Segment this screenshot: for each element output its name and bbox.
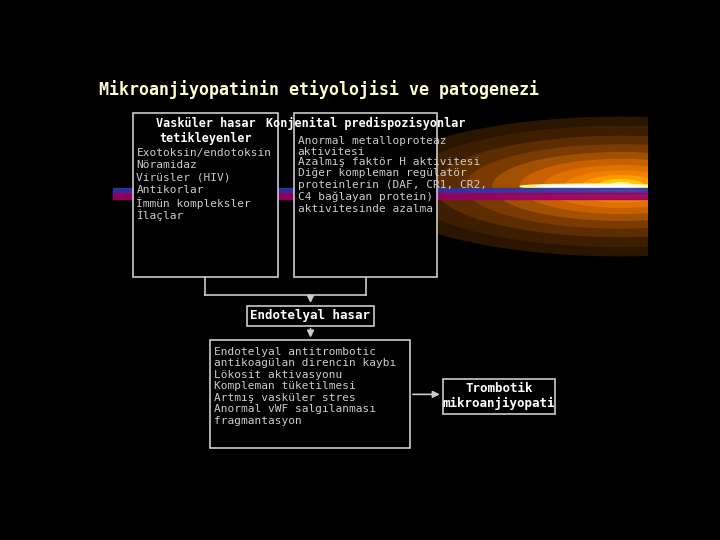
Ellipse shape — [373, 117, 720, 256]
Text: Lökosit aktivasyonu: Lökosit aktivasyonu — [214, 370, 342, 380]
Text: Antikorlar: Antikorlar — [137, 185, 204, 195]
Text: Virüsler (HIV): Virüsler (HIV) — [137, 173, 231, 183]
Text: Diğer kompleman regülatör
proteinlerin (DAF, CR1, CR2,
C4 bağlayan protein)
akti: Diğer kompleman regülatör proteinlerin (… — [297, 168, 487, 214]
Ellipse shape — [544, 166, 698, 207]
Text: Exotoksin/endotoksin: Exotoksin/endotoksin — [137, 148, 271, 158]
FancyBboxPatch shape — [246, 306, 374, 326]
Ellipse shape — [559, 186, 621, 187]
Ellipse shape — [466, 145, 720, 228]
Text: Endotelyal hasar: Endotelyal hasar — [251, 309, 371, 322]
Ellipse shape — [536, 185, 644, 188]
Text: Trombotik
mikroanjiyopati: Trombotik mikroanjiyopati — [443, 382, 555, 410]
Ellipse shape — [565, 171, 677, 202]
Ellipse shape — [520, 184, 660, 189]
FancyBboxPatch shape — [132, 112, 279, 276]
Text: Endotelyal antitrombotic
antikoagülan direncin kaybı: Endotelyal antitrombotic antikoagülan di… — [214, 347, 396, 368]
Text: fragmantasyon: fragmantasyon — [214, 416, 302, 426]
Text: Kompleman tüketilmesi: Kompleman tüketilmesi — [214, 381, 356, 391]
FancyBboxPatch shape — [210, 340, 410, 448]
Ellipse shape — [520, 159, 720, 213]
FancyBboxPatch shape — [294, 112, 437, 276]
Text: İmmün kompleksler: İmmün kompleksler — [137, 197, 251, 209]
Bar — [113, 188, 648, 193]
Text: Anormal metalloproteaz
aktivitesi: Anormal metalloproteaz aktivitesi — [297, 136, 446, 157]
Ellipse shape — [582, 176, 660, 197]
Text: Artmış vasküler stres: Artmış vasküler stres — [214, 393, 356, 403]
Text: Nöramidaz: Nöramidaz — [137, 160, 197, 170]
Text: Vasküler hasar
tetikleyenler: Vasküler hasar tetikleyenler — [156, 117, 256, 145]
Ellipse shape — [435, 137, 720, 237]
Text: Anormal vWF salgılanması: Anormal vWF salgılanması — [214, 404, 376, 414]
Ellipse shape — [598, 179, 644, 193]
FancyBboxPatch shape — [443, 379, 555, 414]
Text: İlaçlar: İlaçlar — [137, 210, 184, 221]
Text: Konjenital predispozisyonlar: Konjenital predispozisyonlar — [266, 117, 465, 130]
Text: Mikroanjiyopatinin etiyolojisi ve patogenezi: Mikroanjiyopatinin etiyolojisi ve patoge… — [99, 80, 539, 99]
Bar — [113, 193, 648, 199]
Ellipse shape — [404, 126, 720, 247]
Ellipse shape — [609, 183, 632, 190]
Ellipse shape — [616, 184, 626, 189]
Text: Azalmış faktör H aktivitesi: Azalmış faktör H aktivitesi — [297, 157, 480, 167]
Ellipse shape — [493, 153, 720, 220]
